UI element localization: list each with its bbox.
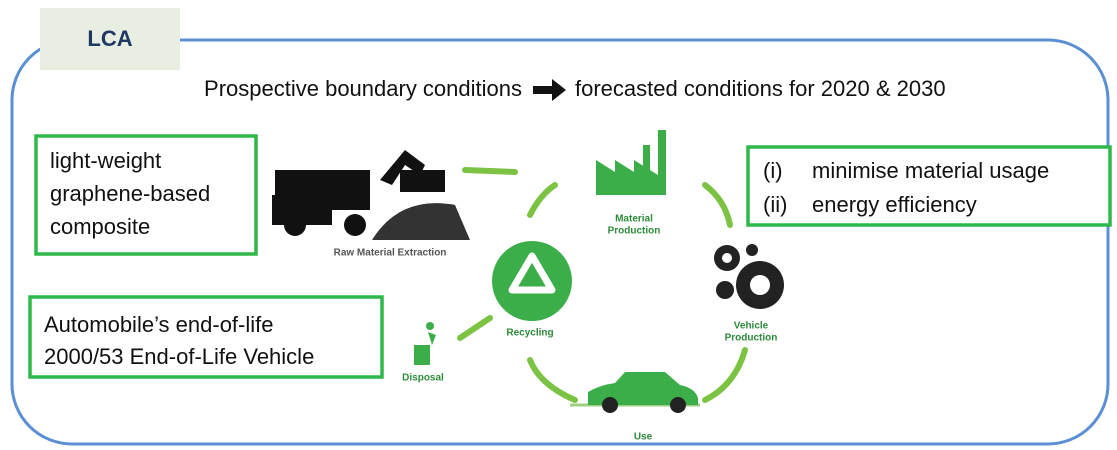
stage-label: Use bbox=[634, 432, 653, 443]
box-line: light-weight bbox=[50, 148, 161, 173]
disposal-icon bbox=[414, 322, 436, 365]
headline-left: Prospective boundary conditions bbox=[204, 76, 522, 101]
headline-right: forecasted conditions for 2020 & 2030 bbox=[575, 76, 946, 101]
car-icon bbox=[570, 372, 700, 413]
arrow bbox=[530, 185, 555, 215]
stage-label: Production bbox=[725, 333, 778, 344]
arrow bbox=[465, 170, 515, 172]
tab-label: LCA bbox=[87, 26, 132, 51]
factory-icon bbox=[596, 130, 666, 195]
slide: LCA Prospective boundary conditions fore… bbox=[0, 0, 1117, 450]
arrow bbox=[460, 318, 490, 338]
item-text: minimise material usage bbox=[812, 158, 1049, 183]
arrow bbox=[530, 360, 575, 400]
stage-label: Raw Material Extraction bbox=[334, 248, 447, 259]
headline-arrow bbox=[533, 79, 566, 101]
stage-label: Vehicle bbox=[734, 321, 769, 332]
stage-label: Disposal bbox=[402, 373, 444, 384]
arrow bbox=[705, 350, 745, 400]
stage-label: Material bbox=[615, 214, 653, 225]
box-line: Automobile’s end-of-life bbox=[44, 312, 274, 337]
gears-icon bbox=[714, 244, 784, 309]
box-line: composite bbox=[50, 214, 150, 239]
recycle-icon bbox=[492, 241, 572, 321]
item-marker: (i) bbox=[763, 158, 783, 183]
stage-label: Production bbox=[608, 226, 661, 237]
item-text: energy efficiency bbox=[812, 192, 977, 217]
stage-label: Recycling bbox=[506, 328, 553, 339]
box-line: graphene-based bbox=[50, 181, 210, 206]
arrow bbox=[705, 185, 730, 225]
extraction-icon bbox=[272, 150, 470, 240]
item-marker: (ii) bbox=[763, 192, 787, 217]
box-line: 2000/53 End-of-Life Vehicle bbox=[44, 344, 314, 369]
